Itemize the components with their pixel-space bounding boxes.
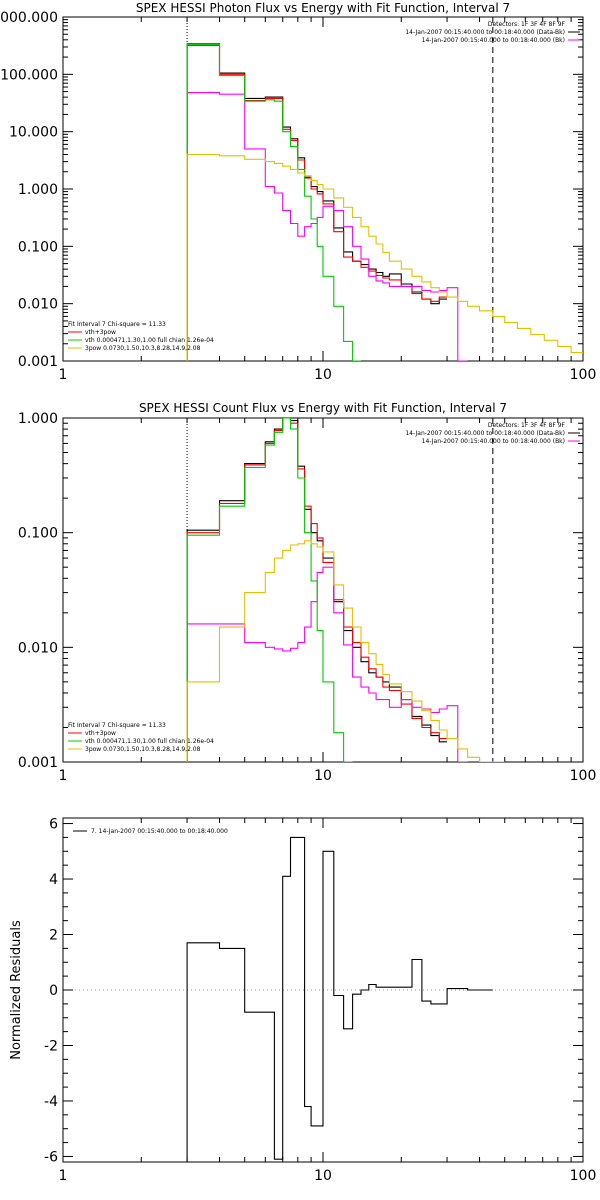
legend-topright-1: Detectors: 1F 3F 4F 8F 9F bbox=[488, 422, 566, 429]
x-tick-label: 100 bbox=[570, 768, 597, 784]
chart-title: SPEX HESSI Count Flux vs Energy with Fit… bbox=[139, 401, 507, 415]
legend-bottomleft-1: Fit Interval 7 Chi-square = 11.33 bbox=[68, 321, 166, 328]
x-tick-label: 10 bbox=[314, 1168, 332, 1184]
legend-topright-2: 14-Jan-2007 00:15:40.000 to 00:18:40.000… bbox=[405, 29, 565, 36]
x-tick-label: 100 bbox=[570, 367, 597, 383]
y-tick-label: 0.100 bbox=[18, 526, 58, 542]
x-tick-label: 10 bbox=[314, 768, 332, 784]
x-tick-label: 100 bbox=[570, 1168, 597, 1184]
y-tick-label: 0.010 bbox=[18, 297, 58, 313]
y-tick-label: 10.000 bbox=[9, 125, 58, 141]
legend-bottomleft-2: vth+3pow bbox=[85, 329, 116, 336]
x-tick-label: 10 bbox=[314, 367, 332, 383]
series-line-4 bbox=[186, 418, 353, 762]
legend-bottomleft-4: 3pow 0.0730,1.50,10.3,8.28,14.9,2.08 bbox=[85, 746, 201, 753]
legend-topright-3: 14-Jan-2007 00:15:40.000 to 00:18:40.000… bbox=[422, 438, 565, 445]
y-tick-label: -6 bbox=[44, 1149, 58, 1165]
series-line-3 bbox=[186, 92, 468, 361]
chart-panel-2: SPEX HESSI Count Flux vs Energy with Fit… bbox=[18, 401, 596, 784]
series-group bbox=[186, 836, 493, 1162]
y-tick-label: 1.000 bbox=[18, 182, 58, 198]
y-tick-label: 0.100 bbox=[18, 239, 58, 255]
series-line-1 bbox=[186, 836, 493, 1162]
y-tick-label: 1.000 bbox=[18, 411, 58, 427]
legend-bottomleft-1: Fit Interval 7 Chi-square = 11.33 bbox=[68, 722, 166, 729]
series-line-2 bbox=[186, 44, 448, 361]
x-tick-label: 1 bbox=[59, 1168, 68, 1184]
y-tick-label: 0.010 bbox=[18, 640, 58, 656]
y-tick-label: 6 bbox=[49, 817, 58, 833]
y-tick-label: -4 bbox=[44, 1094, 58, 1110]
series-line-3 bbox=[186, 566, 468, 762]
legend-topleft: 7. 14-Jan-2007 00:15:40.000 to 00:18:40.… bbox=[91, 828, 228, 835]
series-line-5 bbox=[186, 153, 583, 361]
series-line-5 bbox=[186, 540, 505, 762]
series-group bbox=[186, 418, 505, 762]
y-tick-label: 000.000 bbox=[0, 10, 58, 26]
legend-topright-2: 14-Jan-2007 00:15:40.000 to 00:18:40.000… bbox=[405, 430, 565, 437]
y-tick-label: -2 bbox=[44, 1038, 58, 1054]
y-tick-label: 0 bbox=[49, 983, 58, 999]
legend-bottomleft-3: vth 0.000471,1.30,1.00 full chian 1.26e-… bbox=[85, 337, 214, 344]
legend-topright-3: 14-Jan-2007 00:15:40.000 to 00:18:40.000… bbox=[422, 37, 565, 44]
plot-frame bbox=[62, 417, 584, 763]
y-tick-label: 4 bbox=[49, 872, 58, 888]
chart-title: SPEX HESSI Photon Flux vs Energy with Fi… bbox=[136, 1, 510, 15]
series-line-1 bbox=[186, 43, 448, 361]
chart-panel-1: SPEX HESSI Photon Flux vs Energy with Fi… bbox=[0, 1, 596, 383]
x-tick-label: 1 bbox=[59, 367, 68, 383]
chart-panel-3: 1 10 100 -6 -4 -2 0 2 4 6 Normalized Residuals 7. 1… bbox=[9, 817, 596, 1184]
legend-bottomleft-3: vth 0.000471,1.30,1.00 full chian 1.26e-… bbox=[85, 738, 214, 745]
y-axis-label: Normalized Residuals bbox=[9, 920, 24, 1060]
legend-bottomleft-2: vth+3pow bbox=[85, 730, 116, 737]
series-group bbox=[186, 43, 583, 361]
y-tick-label: 2 bbox=[49, 928, 58, 944]
legend-topright-1: Detectors: 1F 3F 4F 8F 9F bbox=[488, 21, 566, 28]
y-tick-label: 0.001 bbox=[18, 354, 58, 370]
y-tick-label: 0.001 bbox=[18, 755, 58, 771]
x-tick-label: 1 bbox=[59, 768, 68, 784]
legend-bottomleft-4: 3pow 0.0730,1.50,10.3,8.28,14.9,2.08 bbox=[85, 345, 201, 352]
y-tick-label: 100.000 bbox=[0, 67, 58, 83]
